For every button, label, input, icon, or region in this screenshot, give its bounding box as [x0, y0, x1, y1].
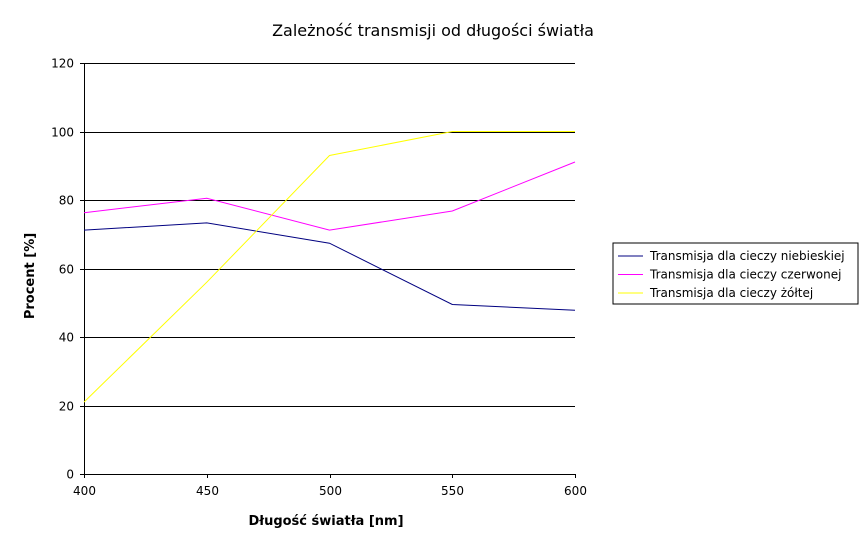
data-point-2-3 [451, 130, 454, 133]
data-point-1-1 [205, 197, 208, 200]
data-point-2-4 [574, 130, 577, 133]
data-point-1-0 [83, 211, 86, 214]
data-point-0-4 [574, 309, 577, 312]
y-tick-label-20: 20 [59, 400, 74, 414]
x-tick-label-550: 550 [441, 484, 464, 498]
data-point-0-1 [205, 221, 208, 224]
grid-lines [84, 63, 575, 407]
y-tick-label-60: 60 [59, 263, 74, 277]
data-point-0-2 [328, 242, 331, 245]
legend: Transmisja dla cieczy niebieskiej Transmi… [612, 242, 859, 305]
data-point-1-3 [451, 210, 454, 213]
y-tick-label-100: 100 [51, 126, 74, 140]
data-point-0-0 [83, 229, 86, 232]
series-line-2 [83, 131, 575, 403]
x-tick-label-450: 450 [196, 484, 219, 498]
legend-items: Transmisja dla cieczy niebieskiej Transmi… [618, 249, 845, 300]
x-axis-label: Długość światła [nm] [248, 514, 403, 529]
y-tick-label-80: 80 [59, 194, 74, 208]
y-tick-label-40: 40 [59, 331, 74, 345]
data-point-1-2 [328, 229, 331, 232]
chart-title: Zależność transmisji od długości światła [272, 21, 594, 40]
x-tick-label-400: 400 [73, 484, 96, 498]
data-point-2-0 [83, 401, 86, 404]
x-tick-label-500: 500 [319, 484, 342, 498]
data-point-1-4 [574, 161, 577, 164]
x-tick-label-600: 600 [564, 484, 587, 498]
series-line-1 [83, 161, 576, 231]
series-lines [83, 130, 577, 404]
legend-label-0: Transmisja dla cieczy niebieskiej [649, 249, 845, 263]
y-tick-label-0: 0 [66, 468, 74, 482]
tick-labels: 0 20 40 60 80 100 120 400 450 500 550 600 [51, 57, 587, 499]
data-point-2-1 [205, 281, 208, 284]
data-point-0-3 [451, 303, 454, 306]
legend-box [612, 242, 859, 305]
legend-label-2: Transmisja dla cieczy żółtej [649, 286, 813, 300]
y-axis-label: Procent [%] [23, 233, 38, 319]
data-point-2-2 [328, 154, 331, 157]
axes [80, 63, 576, 478]
y-tick-label-120: 120 [51, 57, 74, 71]
legend-label-1: Transmisja dla cieczy czerwonej [649, 268, 841, 282]
series-line-0 [83, 222, 576, 311]
